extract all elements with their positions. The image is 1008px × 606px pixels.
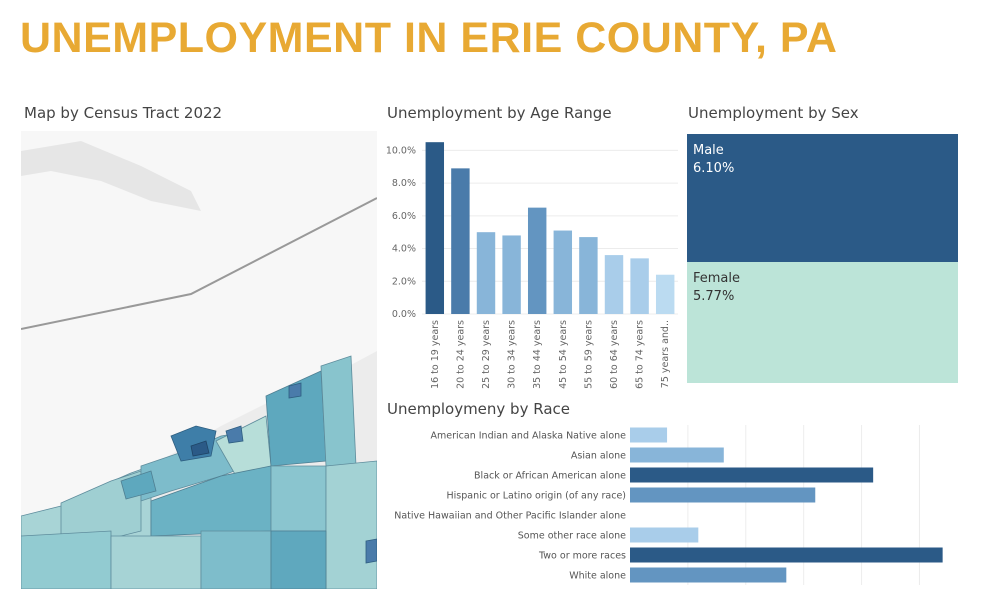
age-bar[interactable] — [655, 274, 675, 314]
age-bar[interactable] — [476, 232, 496, 314]
age-y-tick: 4.0% — [392, 244, 416, 255]
race-bar-chart: American Indian and Alaska Native alone A… — [382, 420, 972, 592]
age-bar[interactable] — [553, 230, 573, 314]
sex-value-female: 5.77% — [693, 289, 735, 304]
age-x-tick: 35 to 44 years — [532, 320, 543, 389]
race-bar[interactable] — [630, 487, 816, 503]
race-category-label: Two or more races — [538, 551, 626, 562]
sex-label-male: Male — [693, 143, 724, 158]
age-x-tick: 65 to 74 years — [635, 320, 646, 389]
census-tracts — [21, 355, 377, 589]
age-bar[interactable] — [527, 207, 547, 314]
race-bar[interactable] — [630, 447, 724, 463]
sex-value-male: 6.10% — [693, 161, 735, 176]
age-x-tick: 25 to 29 years — [481, 320, 492, 389]
sex-label-female: Female — [693, 271, 741, 286]
page-title: UNEMPLOYMENT IN ERIE COUNTY, PA — [20, 14, 838, 62]
age-x-tick: 55 to 59 years — [583, 320, 594, 389]
age-x-tick: 20 to 24 years — [455, 320, 466, 389]
race-category-label: Some other race alone — [518, 531, 626, 542]
age-chart-title: Unemployment by Age Range — [387, 104, 612, 122]
race-chart-title: Unemploymeny by Race — [387, 400, 570, 418]
race-bar[interactable] — [630, 547, 943, 563]
age-bar-chart: 0.0% 2.0% 4.0% 6.0% 8.0% 10.0% 16 to 19 years 2… — [382, 128, 678, 390]
race-category-label: Hispanic or Latino origin (of any race) — [447, 491, 627, 502]
race-category-label: Asian alone — [571, 451, 626, 462]
map-canvas[interactable] — [21, 131, 377, 589]
presque-isle — [21, 141, 201, 211]
age-y-tick: 0.0% — [392, 309, 416, 320]
state-boundary-line — [21, 197, 377, 330]
age-bar[interactable] — [630, 258, 649, 314]
age-y-tick: 6.0% — [392, 211, 416, 222]
age-bar[interactable] — [451, 168, 470, 314]
sex-treemap: Male 6.10% Female 5.77% — [687, 134, 958, 383]
map-title: Map by Census Tract 2022 — [24, 104, 223, 122]
census-tract-map[interactable] — [21, 131, 377, 589]
race-bar[interactable] — [630, 567, 787, 583]
sex-chart-title: Unemployment by Sex — [688, 104, 859, 122]
age-y-tick: 2.0% — [392, 276, 416, 287]
race-category-label: Black or African American alone — [474, 471, 626, 482]
age-x-tick: 16 to 19 years — [430, 320, 441, 389]
lake-erie — [21, 131, 377, 516]
age-chart-canvas: 0.0% 2.0% 4.0% 6.0% 8.0% 10.0% 16 to 19 years 2… — [386, 142, 678, 389]
age-x-tick: 45 to 54 years — [558, 320, 569, 389]
sex-tile-male[interactable]: Male 6.10% — [687, 134, 958, 262]
race-category-label: White alone — [569, 571, 626, 582]
race-category-label: Native Hawaiian and Other Pacific Island… — [394, 511, 626, 522]
age-bar[interactable] — [579, 237, 598, 314]
age-y-tick: 8.0% — [392, 178, 416, 189]
age-bar[interactable] — [502, 235, 521, 314]
age-x-tick: 60 to 64 years — [609, 320, 620, 389]
age-y-tick: 10.0% — [386, 145, 416, 156]
race-chart-canvas: American Indian and Alaska Native alone A… — [394, 425, 943, 585]
age-bar[interactable] — [425, 142, 445, 314]
age-x-tick: 30 to 34 years — [507, 320, 518, 389]
age-bar[interactable] — [604, 255, 624, 314]
age-x-tick: 75 years and.. — [660, 320, 671, 388]
sex-tile-female[interactable]: Female 5.77% — [687, 262, 958, 383]
race-bar[interactable] — [630, 467, 874, 483]
race-bar[interactable] — [630, 427, 668, 443]
race-category-label: American Indian and Alaska Native alone — [431, 431, 627, 442]
race-bar[interactable] — [630, 527, 699, 543]
